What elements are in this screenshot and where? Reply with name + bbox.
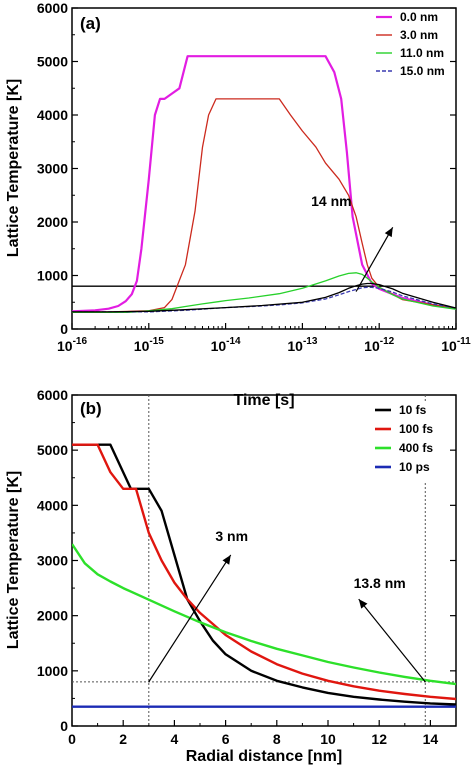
y-axis-label: Lattice Temperature [K] [5, 471, 22, 649]
x-tick-base: 10 [287, 338, 303, 354]
x-tick-label: 4 [171, 731, 179, 747]
x-tick-label: 10-14 [211, 336, 241, 354]
series-line-100-fs [72, 443, 456, 701]
annotation-arrow-shaft [358, 598, 426, 683]
series-line-14-nm [72, 282, 456, 313]
x-tick-label: 10 [320, 731, 336, 747]
legend-label-15-0-nm: 15.0 nm [400, 64, 445, 78]
y-tick-label: 2000 [37, 214, 68, 230]
annotation-label: 14 nm [311, 193, 351, 209]
panel-a-line-chart: 10-16 10-15 10-14 10-13 10-12 10-110100020003… [5, 0, 471, 409]
series-line-0-0-nm [72, 55, 456, 313]
panel-label: (b) [80, 399, 102, 418]
legend-background [367, 402, 447, 482]
y-tick-label: 1000 [37, 663, 68, 679]
x-tick-label: 14 [423, 731, 439, 747]
x-tick-base: 10 [364, 338, 380, 354]
annotation-label: 3 nm [215, 528, 248, 544]
y-tick-label: 1000 [37, 268, 68, 284]
y-tick-label: 0 [60, 321, 68, 337]
legend-label-3-0-nm: 3.0 nm [400, 28, 438, 42]
annotation-arrow-shaft [148, 554, 232, 683]
y-tick-label: 5000 [37, 442, 68, 458]
x-tick-label: 0 [68, 731, 76, 747]
series-line-10-fs [72, 443, 456, 706]
x-tick-exponent: -11 [457, 336, 471, 347]
x-tick-base: 10 [441, 338, 457, 354]
y-tick-label: 0 [60, 718, 68, 734]
annotation-arrow-shaft [355, 227, 394, 292]
x-tick-exponent: -13 [303, 336, 318, 347]
legend-background [368, 9, 450, 93]
legend-label-400-fs: 400 fs [399, 441, 433, 455]
annotation-arrow-head [384, 227, 393, 238]
x-axis-label: Time [s] [233, 392, 294, 409]
x-tick-exponent: -15 [149, 336, 164, 347]
y-axis-label: Lattice Temperature [K] [5, 79, 22, 257]
legend-label-100-fs: 100 fs [399, 422, 433, 436]
x-tick-exponent: -16 [73, 336, 88, 347]
legend-label-10-fs: 10 fs [399, 403, 427, 417]
x-tick-label: 2 [119, 731, 127, 747]
legend-label-0-0-nm: 0.0 nm [400, 10, 438, 24]
x-tick-base: 10 [134, 338, 150, 354]
y-tick-label: 3000 [37, 161, 68, 177]
legend-label-11-0-nm: 11.0 nm [400, 46, 444, 60]
x-tick-exponent: -12 [380, 336, 395, 347]
plot-area [72, 395, 456, 726]
x-tick-label: 10-13 [287, 336, 317, 354]
x-tick-label: 8 [273, 731, 281, 747]
panel-label: (a) [80, 14, 101, 33]
series-line-400-fs [72, 543, 456, 686]
y-tick-label: 6000 [37, 0, 68, 16]
series-line-3-0-nm [72, 98, 456, 313]
x-tick-base: 10 [57, 338, 73, 354]
x-axis-label: Radial distance [nm] [186, 748, 342, 765]
x-tick-label: 10-12 [364, 336, 394, 354]
legend-label-10-ps: 10 ps [399, 460, 430, 474]
y-tick-label: 2000 [37, 608, 68, 624]
y-tick-label: 5000 [37, 54, 68, 70]
x-tick-label: 12 [371, 731, 387, 747]
x-tick-label: 10-15 [134, 336, 164, 354]
annotation-label: 13.8 nm [354, 575, 406, 591]
plot-area [72, 55, 456, 314]
y-tick-label: 3000 [37, 553, 68, 569]
y-tick-label: 4000 [37, 107, 68, 123]
y-tick-label: 4000 [37, 497, 68, 513]
annotation-arrow-head [222, 554, 231, 565]
x-tick-label: 10-16 [57, 336, 87, 354]
x-tick-label: 6 [222, 731, 230, 747]
panel-b-line-chart: 0 2 4 6 8 10 12 14 0 1000 2000 3000 4000 5000 6000 Radi… [5, 387, 457, 765]
x-tick-base: 10 [211, 338, 227, 354]
x-tick-exponent: -14 [226, 336, 241, 347]
x-tick-label: 10-11 [441, 336, 471, 354]
y-tick-label: 6000 [37, 387, 68, 403]
annotation-arrow-head [358, 599, 368, 609]
